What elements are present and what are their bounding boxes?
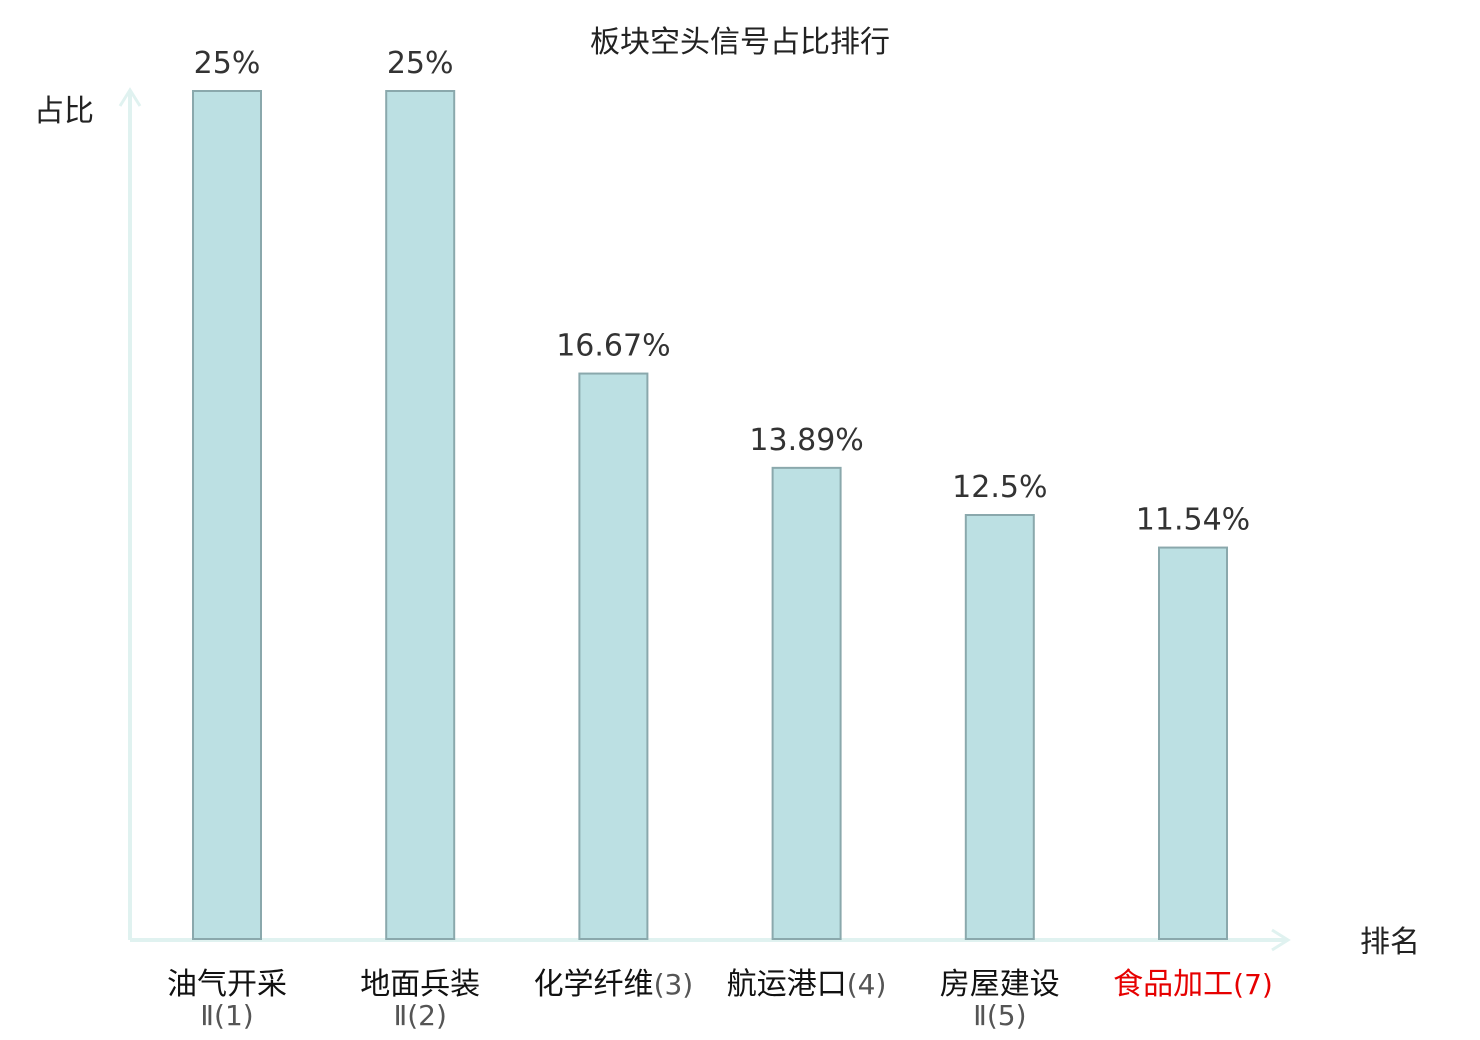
bar-2 [385,90,456,940]
x-axis: 排名 [130,925,1420,960]
bar-6 [1158,546,1228,940]
chart-title: 板块空头信号占比排行 [590,25,890,60]
y-axis-arrow [118,87,142,107]
category-rank-6: (7) [1233,968,1273,1001]
value-label-6: 11.54% [1136,503,1250,538]
bar-4 [771,466,842,940]
category-rank-3: (3) [654,968,694,1001]
bar-1 [192,90,262,940]
category-label-1: 油气开采 [167,967,287,1002]
value-label-1: 25% [194,46,261,81]
bar-5 [964,514,1035,940]
category-name-3: 化学纤维 [534,967,654,1002]
category-label-6: 食品加工(7) [1113,967,1273,1002]
category-name-6: 食品加工 [1113,967,1233,1002]
category-rank-4: (4) [847,968,887,1001]
y-axis-title: 占比 [34,94,94,129]
category-name-4: 航运港口 [727,967,847,1002]
x-axis-arrow [1271,928,1291,952]
category-rank-2: Ⅱ(2) [393,999,446,1032]
category-rank-1: Ⅱ(1) [200,999,253,1032]
category-label-2: 地面兵装 [360,967,480,1002]
value-label-3: 16.67% [556,329,670,364]
category-label-4: 航运港口(4) [727,967,887,1002]
bars-group [192,90,1228,940]
value-label-2: 25% [387,46,454,81]
value-label-5: 12.5% [952,470,1047,505]
category-rank-5: Ⅱ(5) [973,999,1026,1032]
value-label-4: 13.89% [749,423,863,458]
x-axis-title: 排名 [1360,925,1420,960]
value-labels-group: 25% 25% 16.67% 13.89% 12.5% 11.54% [194,46,1251,538]
bar-3 [578,372,649,940]
category-label-5: 房屋建设 [940,967,1060,1002]
y-axis: 占比 [34,87,142,940]
category-label-3: 化学纤维(3) [534,967,694,1002]
